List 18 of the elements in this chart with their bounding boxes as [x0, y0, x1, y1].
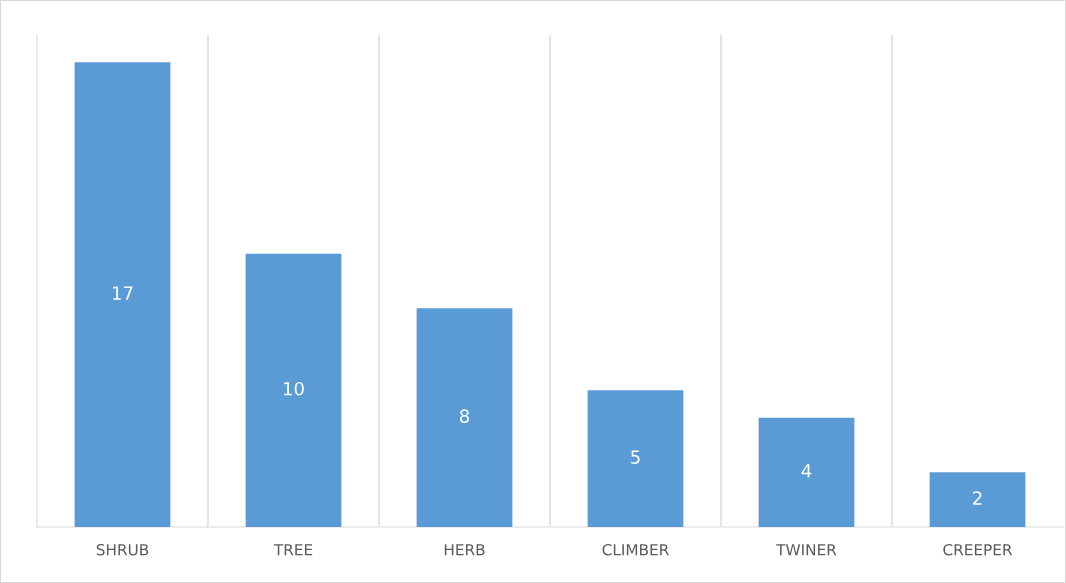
- data-label: 8: [459, 409, 470, 423]
- bar: [245, 253, 342, 527]
- data-label: 2: [973, 491, 982, 505]
- data-label: 4: [801, 464, 812, 478]
- bar: [929, 472, 1026, 527]
- x-tick-label: CREEPER: [943, 543, 1013, 556]
- data-label: 5: [631, 450, 640, 464]
- bar: [416, 308, 513, 527]
- bar: [74, 62, 171, 527]
- x-tick-label: TREE: [273, 544, 313, 556]
- bar: [758, 417, 855, 527]
- data-label: 10: [284, 381, 304, 396]
- data-label: 17: [113, 286, 133, 300]
- x-tick-label: SHRUB: [96, 543, 149, 556]
- x-tick-label: CLIMBER: [602, 543, 669, 556]
- x-tick-label: TWINER: [776, 544, 837, 556]
- bar: [587, 390, 684, 527]
- x-tick-label: HERB: [444, 544, 485, 556]
